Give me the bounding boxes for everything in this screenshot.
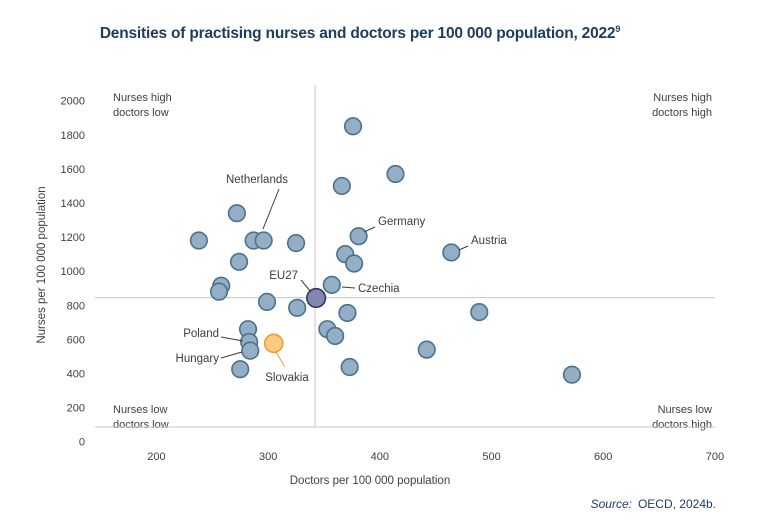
annotation-label-czechia: Czechia bbox=[358, 283, 400, 295]
chart-title: Densities of practising nurses and docto… bbox=[0, 23, 720, 43]
x-axis-title: Doctors per 100 000 population bbox=[290, 475, 450, 487]
data-point-eu-countries bbox=[231, 360, 250, 379]
y-tick-label: 600 bbox=[67, 334, 85, 346]
data-point-eu27 bbox=[306, 287, 327, 309]
data-point-eu-countries bbox=[257, 292, 277, 311]
data-point-eu-countries bbox=[470, 303, 489, 322]
annotation-label-eu27: EU27 bbox=[269, 270, 298, 282]
annotation-label-hungary: Hungary bbox=[176, 353, 220, 365]
x-tick-label: 500 bbox=[482, 451, 500, 463]
annotation-label-austria: Austria bbox=[471, 235, 507, 247]
y-tick-label: 800 bbox=[67, 300, 85, 312]
quadrant-divider-lines bbox=[95, 85, 715, 428]
data-point-eu-countries bbox=[332, 176, 351, 196]
country-annotations: Netherlands Germany Austria EU27 Czechia Pola… bbox=[176, 174, 508, 384]
data-point-eu-countries bbox=[345, 254, 364, 273]
y-axis-title: Nurses per 100 000 population bbox=[36, 186, 48, 343]
data-point-eu-countries bbox=[229, 252, 249, 271]
annotation-line-austria bbox=[458, 245, 469, 251]
y-tick-label: 1400 bbox=[61, 198, 85, 210]
data-point-eu-countries bbox=[343, 117, 363, 136]
annotation-label-netherlands: Netherlands bbox=[226, 174, 288, 186]
data-point-eu-countries bbox=[288, 298, 307, 317]
y-tick-label: 0 bbox=[79, 437, 85, 449]
axis-tick-labels: 0 200 400 600 800 1000 1200 1400 1600 1800 2000 200… bbox=[61, 96, 725, 463]
quadrant-label-top-right: doctors high bbox=[652, 107, 712, 119]
y-tick-label: 1000 bbox=[61, 266, 85, 278]
data-point-eu-countries bbox=[340, 357, 359, 377]
quadrant-label-bottom-left: doctors low bbox=[113, 419, 169, 431]
x-tick-label: 700 bbox=[706, 451, 724, 463]
quadrant-label-top-left: Nurses high bbox=[113, 92, 172, 104]
annotation-line-netherlands bbox=[262, 188, 280, 230]
source-note: Source: OECD, 2024b. bbox=[591, 497, 716, 511]
annotation-label-slovakia: Slovakia bbox=[265, 372, 309, 384]
annotation-line-slovakia bbox=[275, 351, 286, 368]
quadrant-label-bottom-right: Nurses low bbox=[658, 404, 712, 416]
annotation-label-poland: Poland bbox=[183, 328, 219, 340]
source-prefix: Source: bbox=[590, 497, 632, 511]
annotation-line-poland bbox=[220, 336, 244, 342]
quadrant-label-bottom-right: doctors high bbox=[652, 419, 712, 431]
data-point-eu-countries bbox=[254, 231, 273, 250]
x-tick-label: 400 bbox=[371, 451, 389, 463]
annotation-line-czechia bbox=[341, 286, 356, 289]
y-tick-label: 1800 bbox=[61, 130, 85, 142]
source-text: OECD, 2024b. bbox=[637, 497, 716, 511]
y-tick-label: 1200 bbox=[61, 232, 85, 244]
data-point-eu-countries bbox=[562, 365, 582, 384]
data-point-eu-countries bbox=[386, 164, 405, 184]
x-tick-label: 300 bbox=[259, 451, 277, 463]
quadrant-label-top-right: Nurses high bbox=[653, 92, 712, 104]
quadrant-label-bottom-left: Nurses low bbox=[113, 404, 167, 416]
annotation-line-eu27 bbox=[300, 279, 312, 293]
data-point-slovakia bbox=[263, 333, 284, 354]
chart-title-footnote-marker: 9 bbox=[615, 23, 621, 34]
annotation-line-germany bbox=[363, 226, 376, 233]
data-point-eu-countries bbox=[417, 340, 436, 359]
data-point-eu-countries bbox=[189, 231, 208, 250]
data-point-eu-countries bbox=[326, 326, 345, 346]
quadrant-label-top-left: doctors low bbox=[113, 107, 169, 119]
chart-title-text: Densities of practising nurses and docto… bbox=[99, 25, 616, 42]
data-point-eu-countries bbox=[241, 341, 260, 360]
annotation-label-germany: Germany bbox=[378, 216, 426, 228]
x-tick-label: 200 bbox=[147, 451, 165, 463]
data-point-eu-countries bbox=[338, 303, 357, 323]
x-tick-label: 600 bbox=[594, 451, 612, 463]
data-point-eu-countries bbox=[349, 227, 368, 246]
y-tick-label: 200 bbox=[67, 403, 85, 415]
annotation-line-hungary bbox=[220, 351, 243, 359]
data-point-eu-countries bbox=[227, 204, 246, 223]
y-tick-label: 400 bbox=[67, 369, 85, 381]
data-point-eu-countries bbox=[209, 282, 229, 301]
y-tick-label: 1600 bbox=[61, 164, 85, 176]
data-point-eu-countries bbox=[322, 275, 341, 294]
data-points bbox=[189, 117, 582, 384]
data-point-eu-countries bbox=[442, 243, 461, 262]
data-point-eu-countries bbox=[286, 233, 306, 253]
y-tick-label: 2000 bbox=[61, 96, 85, 108]
